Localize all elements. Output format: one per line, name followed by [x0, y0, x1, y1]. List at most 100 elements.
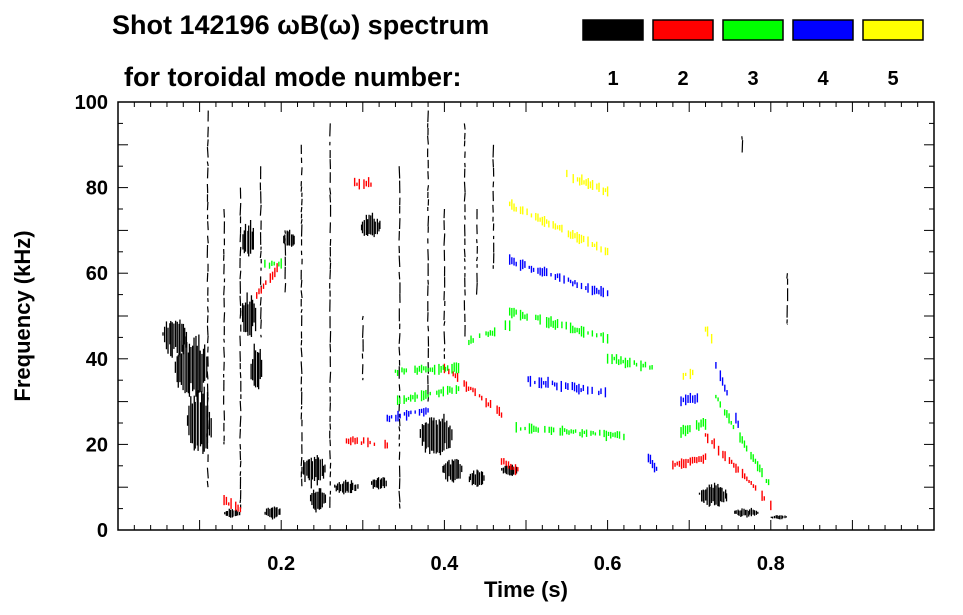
mode-track: [682, 368, 694, 380]
spectral-blob: [174, 334, 208, 401]
spectral-streak: [398, 255, 401, 268]
spectral-streak: [207, 139, 209, 147]
spectral-streak: [300, 309, 303, 313]
spectral-streak: [475, 256, 478, 262]
spectral-streak: [300, 206, 303, 213]
spectral-streak: [239, 428, 242, 439]
spectral-streak: [426, 135, 429, 145]
series-n5: [508, 169, 713, 380]
spectral-blob: [264, 506, 281, 520]
mode-track: [508, 254, 609, 298]
spectral-streak: [300, 279, 303, 288]
spectral-streak: [398, 346, 401, 356]
spectral-blob: [334, 479, 359, 495]
x-tick-label: 0.8: [757, 553, 785, 575]
spectral-streak: [427, 185, 430, 191]
spectral-blob: [239, 292, 257, 338]
spectral-streak: [223, 338, 225, 343]
spectral-streak: [206, 467, 209, 479]
legend-label-4: 4: [817, 68, 829, 90]
series-n3: [264, 258, 770, 486]
mode-track: [715, 394, 770, 486]
spectral-streak: [463, 192, 466, 202]
mode-track: [353, 177, 372, 190]
spectral-streak: [206, 235, 209, 244]
spectral-streak: [300, 186, 303, 192]
spectral-streak: [207, 221, 209, 231]
y-tick-label: 0: [97, 520, 108, 542]
spectral-blob: [442, 458, 463, 483]
spectral-streak: [206, 161, 209, 167]
spectral-streak: [786, 273, 789, 279]
mode-track: [680, 392, 699, 407]
mode-track: [396, 385, 460, 405]
x-tick-label: 0.2: [267, 553, 295, 575]
mode-track: [715, 362, 739, 428]
spectral-streak: [239, 270, 242, 280]
spectral-streak: [361, 325, 364, 338]
x-axis-label: Time (s): [484, 577, 568, 602]
legend-swatch-5: [862, 19, 924, 41]
mode-track: [256, 263, 278, 299]
spectral-blob: [309, 488, 327, 513]
spectral-blob: [698, 482, 728, 507]
y-axis-label: Frequency (kHz): [10, 230, 35, 401]
spectral-blob: [224, 508, 241, 518]
spectral-streak: [206, 480, 209, 488]
spectral-streak: [206, 371, 209, 380]
spectral-streak: [239, 310, 242, 319]
x-tick-label: 0.6: [594, 553, 622, 575]
spectral-streak: [239, 246, 242, 257]
chart-title-line1: Shot 142196 ωB(ω) spectrum: [112, 10, 489, 40]
legend-label-2: 2: [677, 68, 688, 90]
legend-label-3: 3: [747, 68, 758, 90]
spectral-streak: [300, 347, 303, 358]
mode-track: [704, 326, 713, 344]
spectral-streak: [398, 166, 401, 179]
mode-track: [680, 417, 707, 438]
spectral-streak: [206, 306, 209, 313]
spectral-streak: [207, 335, 209, 344]
spectral-streak: [223, 346, 225, 358]
spectral-streak: [463, 181, 466, 193]
legend-swatch-2: [652, 19, 714, 41]
spectral-blob: [242, 219, 254, 257]
spectral-blob: [370, 477, 387, 490]
mode-track: [704, 433, 772, 511]
spectral-streak: [398, 426, 401, 432]
mode-track: [647, 453, 658, 473]
spectral-streak: [300, 290, 303, 299]
spectral-streak: [329, 371, 332, 383]
spectral-streak: [329, 194, 332, 203]
axis-ticks: 0.2 0.4 0.6 0.8 0 20 40 60 80 100: [75, 92, 934, 575]
y-tick-label: 40: [86, 349, 108, 371]
spectral-streak: [398, 384, 401, 391]
spectral-streak: [398, 333, 401, 344]
spectral-streak: [284, 283, 287, 293]
spectral-streak: [259, 250, 262, 258]
series-n1: [162, 110, 789, 520]
spectral-streak: [361, 315, 364, 320]
spectral-streak: [223, 312, 226, 323]
spectral-streak: [206, 147, 209, 158]
spectral-streak: [443, 321, 446, 326]
mode-track: [527, 375, 607, 398]
mode-track: [386, 407, 429, 423]
spectral-streak: [329, 187, 332, 195]
spectral-blob: [734, 507, 759, 518]
y-tick-label: 100: [75, 92, 108, 114]
spectral-streak: [239, 202, 242, 216]
mode-track: [345, 436, 388, 449]
y-tick-label: 60: [86, 263, 108, 285]
mode-track: [672, 453, 707, 470]
mode-track: [508, 307, 609, 344]
series-n2: [223, 177, 772, 513]
mode-track: [264, 258, 282, 269]
plot-data: [162, 110, 789, 520]
mode-track: [566, 169, 609, 197]
mode-track: [500, 458, 519, 476]
legend-label-5: 5: [887, 68, 898, 90]
spectral-blob: [360, 212, 381, 238]
legend-swatch-3: [722, 19, 784, 41]
